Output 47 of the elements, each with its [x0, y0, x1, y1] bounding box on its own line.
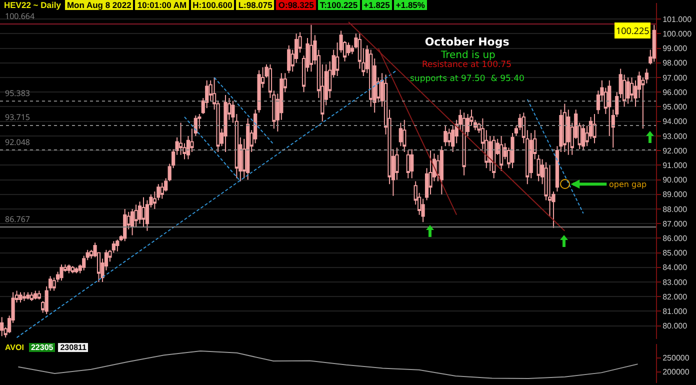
annotation: +1.85%	[394, 0, 427, 10]
y-tick-label: 94.000	[662, 117, 688, 126]
y-tick-label: 95.000	[662, 102, 688, 112]
y-tick-label: 87.000	[662, 219, 688, 228]
y-tick-label: 96.000	[662, 88, 688, 97]
y-tick-label: 82.000	[662, 292, 688, 302]
y-tick-label: 91.000	[662, 160, 688, 170]
y-tick-label: 81.000	[662, 307, 688, 316]
y-tick-label: 83.000	[662, 278, 688, 287]
annotation: open gap	[609, 180, 647, 189]
annotation: H:100.600	[190, 0, 234, 10]
y-tick-label: 250000	[662, 354, 690, 363]
annotation: Mon Aug 8 2022	[64, 0, 134, 10]
annotation: L:98.075	[236, 0, 274, 10]
y-tick-label: 85.000	[662, 248, 688, 258]
ref-line-label: 95.383	[5, 88, 30, 99]
annotation: 230811	[58, 343, 88, 352]
annotation: HEV22 ~ Daily	[3, 0, 62, 10]
annotation: 22305	[28, 343, 56, 352]
annotation: AVOI	[4, 343, 25, 352]
y-tick-label: 84.000	[662, 263, 688, 272]
y-tick-label: 200000	[662, 368, 690, 377]
y-tick-label: 93.000	[662, 132, 688, 141]
annotation: 10:01:00 AM	[135, 0, 189, 10]
y-tick-label: 89.000	[662, 190, 688, 200]
y-tick-label: 80.000	[662, 322, 688, 331]
annotation: Trend is up	[440, 50, 496, 61]
ref-line-label: 100.664	[5, 11, 35, 22]
y-tick-label: 90.000	[662, 176, 688, 185]
y-tick-label: 99.000	[662, 44, 688, 54]
y-tick-label: 92.000	[662, 146, 688, 156]
ref-line-label: 92.048	[5, 137, 30, 148]
annotation: supports at 97.50 & 95.40	[410, 74, 524, 84]
ref-line-label: 86.767	[5, 214, 30, 225]
y-tick-label: 98.000	[662, 58, 688, 68]
y-tick-label: 97.000	[662, 73, 688, 82]
y-tick-label: 88.000	[662, 204, 688, 214]
annotation: T:100.225	[318, 0, 360, 10]
y-tick-label: 86.000	[662, 234, 688, 243]
annotation: +1.825	[362, 0, 392, 10]
ref-line-label: 93.715	[5, 112, 30, 123]
annotation: O:98.325	[276, 0, 316, 10]
y-tick-label: 100.000	[662, 29, 692, 38]
annotation: 100.225	[616, 24, 650, 37]
y-tick-label: 101.000	[662, 14, 692, 24]
annotation: Resistance at 100.75	[422, 60, 512, 70]
text: October Hogs	[424, 35, 510, 48]
